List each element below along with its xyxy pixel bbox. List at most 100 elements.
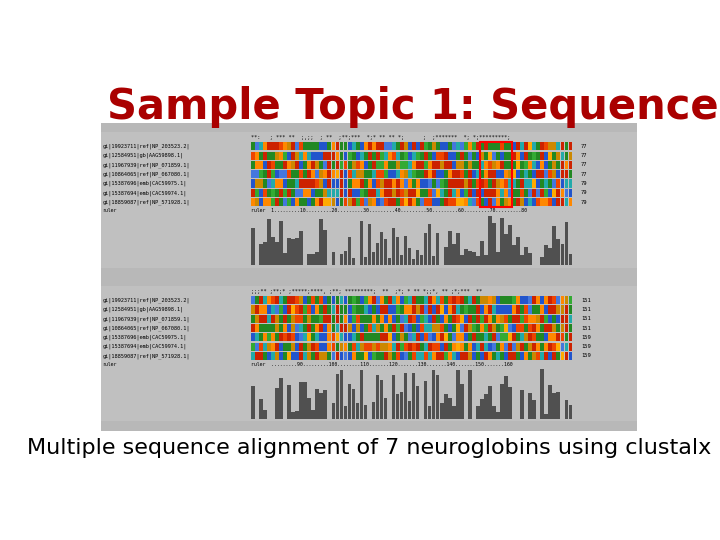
Bar <box>560 306 564 314</box>
Bar <box>315 188 320 197</box>
Bar <box>488 188 492 197</box>
Bar <box>448 170 452 178</box>
Bar <box>315 179 320 187</box>
Bar <box>504 170 508 178</box>
Bar <box>416 188 420 197</box>
Bar <box>460 333 464 341</box>
Bar <box>528 306 532 314</box>
Bar <box>560 342 564 350</box>
Bar <box>404 188 408 197</box>
Bar <box>292 239 295 265</box>
Bar <box>408 248 411 265</box>
Bar <box>303 198 307 206</box>
Bar <box>400 352 404 360</box>
Bar <box>392 296 396 305</box>
Bar <box>521 342 524 350</box>
Bar <box>444 394 448 418</box>
Bar <box>408 188 412 197</box>
Bar <box>424 198 428 206</box>
Bar <box>456 233 459 265</box>
Bar <box>516 198 521 206</box>
Bar <box>251 188 255 197</box>
Bar <box>340 315 343 323</box>
Bar <box>348 142 351 151</box>
Bar <box>484 394 487 418</box>
Bar <box>476 179 480 187</box>
Bar <box>476 324 480 332</box>
Bar <box>295 170 300 178</box>
Bar <box>557 152 560 160</box>
Bar <box>315 352 320 360</box>
Bar <box>356 403 359 418</box>
Bar <box>259 315 263 323</box>
Bar <box>307 142 311 151</box>
Bar <box>420 324 424 332</box>
Bar <box>480 198 484 206</box>
Bar <box>480 306 484 314</box>
Bar <box>492 406 496 418</box>
Bar <box>388 258 391 265</box>
Bar <box>315 161 320 169</box>
Bar <box>480 179 484 187</box>
Bar <box>516 142 521 151</box>
Bar <box>295 152 300 160</box>
Bar <box>396 170 400 178</box>
Bar <box>343 161 348 169</box>
Bar <box>488 216 492 265</box>
Bar <box>384 239 387 265</box>
Bar <box>460 342 464 350</box>
Bar <box>513 161 516 169</box>
Bar <box>320 161 323 169</box>
Bar <box>328 306 331 314</box>
Bar <box>312 142 315 151</box>
Bar <box>440 296 444 305</box>
Bar <box>496 342 500 350</box>
Bar <box>271 315 275 323</box>
Bar <box>255 188 259 197</box>
Bar <box>303 170 307 178</box>
Bar <box>255 152 259 160</box>
Bar <box>287 152 292 160</box>
Bar <box>359 352 364 360</box>
Bar <box>484 315 488 323</box>
Bar <box>400 296 404 305</box>
Text: ruler: ruler <box>102 362 117 367</box>
Bar <box>496 333 500 341</box>
Bar <box>340 306 343 314</box>
Bar <box>303 352 307 360</box>
Bar <box>436 142 440 151</box>
Bar <box>379 380 383 418</box>
Bar <box>267 306 271 314</box>
Bar <box>364 342 368 350</box>
Bar <box>564 342 569 350</box>
Bar <box>292 170 295 178</box>
Bar <box>541 352 544 360</box>
Text: 151: 151 <box>581 326 590 330</box>
Bar <box>264 170 267 178</box>
Bar <box>384 296 387 305</box>
Bar <box>351 152 356 160</box>
Bar <box>468 188 472 197</box>
Bar <box>560 244 564 265</box>
Bar <box>336 296 339 305</box>
Bar <box>379 198 384 206</box>
Bar <box>384 333 387 341</box>
Bar <box>396 333 400 341</box>
Bar <box>336 315 339 323</box>
Bar <box>557 161 560 169</box>
Bar <box>379 152 384 160</box>
Bar <box>412 152 415 160</box>
Bar <box>552 188 557 197</box>
Bar <box>508 352 512 360</box>
Bar <box>315 333 320 341</box>
Bar <box>271 142 275 151</box>
Bar <box>492 142 496 151</box>
Bar <box>432 370 436 418</box>
Bar <box>271 324 275 332</box>
Bar <box>456 188 460 197</box>
Bar <box>480 161 484 169</box>
Bar <box>392 375 395 418</box>
Bar <box>428 324 432 332</box>
Bar <box>552 315 557 323</box>
Bar <box>436 342 440 350</box>
